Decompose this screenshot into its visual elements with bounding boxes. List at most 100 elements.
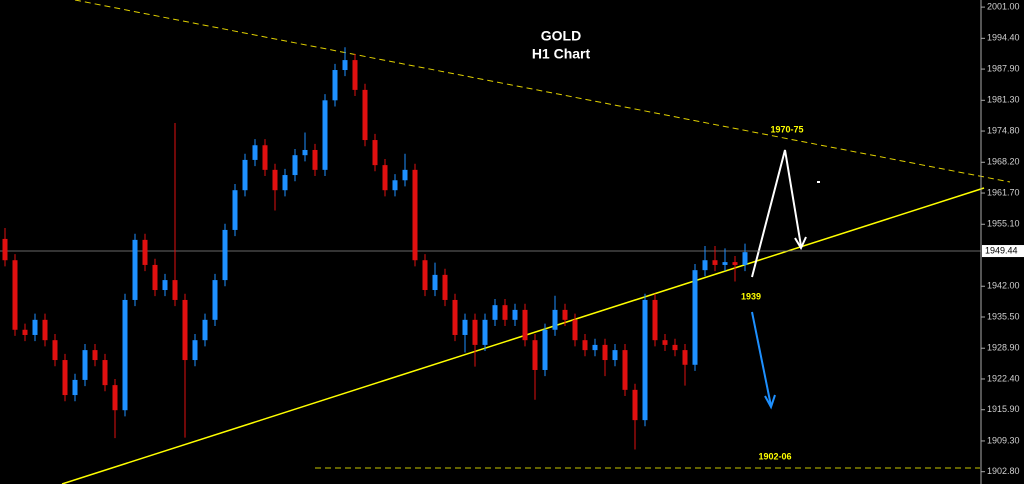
candle-body: [242, 159, 248, 191]
candle-body: [522, 309, 528, 341]
y-tick-label: 1981.30: [987, 95, 1020, 105]
y-tick-label: 1987.90: [987, 63, 1020, 73]
candle-body: [512, 309, 518, 320]
candle-body: [12, 260, 18, 330]
y-tick-label: 1994.40: [987, 33, 1020, 43]
candle-body: [122, 299, 128, 411]
candle-body: [272, 169, 278, 191]
blue-arrow: [751, 311, 772, 407]
candle-body: [32, 319, 38, 335]
candle-body: [492, 305, 498, 320]
candle-body: [672, 344, 678, 351]
candle-body: [572, 319, 578, 341]
annotation: 1939: [741, 291, 761, 301]
y-tick-label: 1902.80: [987, 466, 1020, 476]
y-tick-label: 1942.00: [987, 281, 1020, 291]
candle-body: [52, 340, 58, 361]
y-tick-label: 1961.70: [987, 187, 1020, 197]
current-price-label: 1949.44: [985, 245, 1018, 255]
candle-body: [342, 60, 348, 71]
candle-body: [112, 385, 118, 411]
candle-body: [332, 70, 338, 101]
arrow-head: [764, 394, 776, 410]
y-tick-label: 1955.10: [987, 219, 1020, 229]
candle-body: [62, 360, 68, 396]
candle-body: [2, 238, 8, 261]
candle-body: [392, 180, 398, 191]
candle-body: [362, 89, 368, 141]
candle-body: [232, 190, 238, 230]
candle-body: [642, 299, 648, 421]
y-tick-label: 1922.40: [987, 373, 1020, 383]
resistance-line: [74, 0, 1011, 183]
candle-body: [102, 360, 108, 386]
annotation: 1970-75: [770, 124, 803, 134]
candle-body: [152, 264, 158, 291]
candle-body: [722, 262, 728, 265]
candle-body: [452, 299, 458, 335]
candle-body: [562, 309, 568, 320]
candle-body: [502, 305, 508, 320]
arrow-head: [794, 236, 807, 251]
candle-body: [22, 329, 28, 335]
candle-body: [352, 60, 358, 90]
y-tick-label: 2001.00: [987, 1, 1020, 11]
candle-body: [172, 280, 178, 300]
candle-body: [732, 262, 738, 265]
y-tick-label: 1909.30: [987, 435, 1020, 445]
candle-body: [252, 145, 258, 160]
candle-body: [402, 169, 408, 181]
candle-body: [192, 340, 198, 361]
candle-body: [262, 145, 268, 170]
candle-body: [442, 274, 448, 300]
candle-body: [142, 239, 148, 265]
candle-body: [202, 319, 208, 341]
candle-body: [702, 260, 708, 271]
candle-body: [162, 280, 168, 291]
candle-body: [712, 260, 718, 265]
candle-body: [222, 229, 228, 281]
chart-subtitle: H1 Chart: [532, 46, 591, 62]
candle-body: [312, 149, 318, 170]
candle-body: [652, 299, 658, 341]
candle-body: [542, 329, 548, 370]
y-tick-label: 1928.90: [987, 343, 1020, 353]
candle-body: [72, 379, 78, 396]
candle-body: [482, 319, 488, 345]
y-tick-label: 1974.80: [987, 125, 1020, 135]
candle-body: [602, 344, 608, 361]
candle-body: [662, 340, 668, 345]
candle-body: [612, 350, 618, 361]
annotation: 1902-06: [758, 451, 791, 461]
dot: [817, 181, 820, 183]
current-price-box: [982, 245, 1024, 258]
candle-body: [302, 149, 308, 156]
candle-body: [322, 100, 328, 170]
candle-body: [212, 280, 218, 320]
candle-body: [82, 350, 88, 380]
candle-body: [472, 319, 478, 345]
candle-body: [372, 140, 378, 166]
candle-body: [182, 299, 188, 361]
y-tick-label: 1935.50: [987, 311, 1020, 321]
candle-body: [682, 350, 688, 365]
candle-body: [462, 319, 468, 335]
candle-body: [692, 270, 698, 365]
candle-body: [412, 169, 418, 261]
candle-body: [422, 260, 428, 291]
candle-body: [382, 165, 388, 191]
candle-body: [582, 340, 588, 351]
y-tick-label: 1968.20: [987, 157, 1020, 167]
candle-body: [432, 274, 438, 291]
candle-body: [132, 239, 138, 300]
candle-body: [592, 344, 598, 351]
candle-body: [92, 350, 98, 361]
candle-body: [622, 350, 628, 390]
candle-body: [42, 319, 48, 341]
chart-title: GOLD: [541, 28, 581, 44]
candle-body: [552, 309, 558, 330]
candle-body: [282, 175, 288, 191]
candle-body: [742, 252, 748, 265]
